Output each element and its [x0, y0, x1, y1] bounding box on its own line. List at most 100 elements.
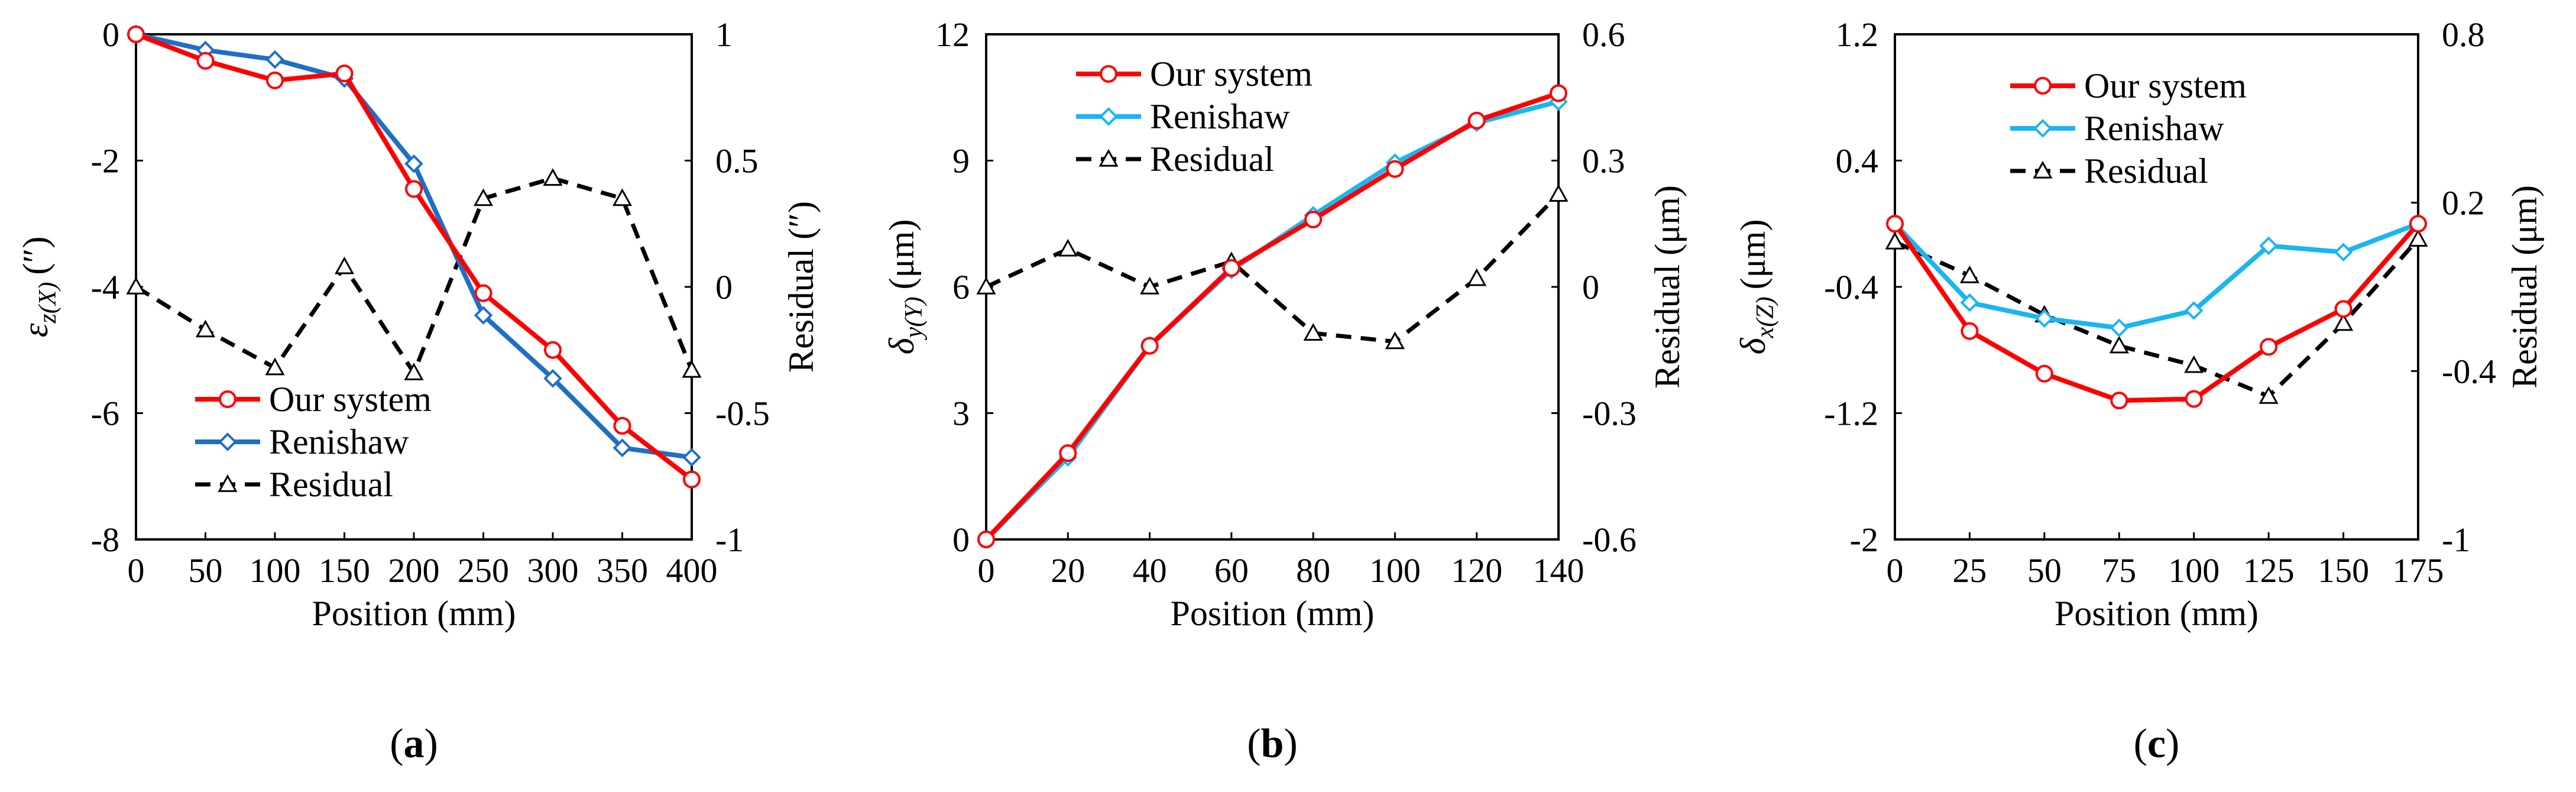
- y2-tick-label: 1: [715, 15, 733, 54]
- data-point: [2185, 390, 2203, 408]
- panel-label: (b): [1247, 721, 1298, 767]
- y2-tick-label: -1: [715, 521, 744, 559]
- y-tick-label: -4: [91, 268, 119, 306]
- legend-marker: [218, 432, 237, 451]
- y-tick-label: 0: [952, 521, 970, 559]
- y-tick-label: -1.2: [1824, 395, 1878, 433]
- data-point: [683, 470, 701, 489]
- data-point: [2409, 215, 2427, 233]
- x-tick-label: 350: [597, 551, 648, 590]
- x-tick-label: 100: [1369, 551, 1421, 590]
- data-point: [2259, 386, 2279, 404]
- x-tick-label: 100: [250, 551, 301, 590]
- y-tick-label: 3: [952, 395, 970, 433]
- data-point: [2035, 364, 2053, 383]
- x-tick-label: 50: [189, 551, 223, 590]
- x-tick-label: 60: [1214, 551, 1249, 590]
- data-point: [976, 276, 996, 295]
- y2-tick-label: 0.5: [715, 142, 759, 180]
- x-tick-label: 25: [1952, 551, 1987, 590]
- y2-tick-label: -0.4: [2442, 352, 2496, 390]
- y2-axis-label: Residual (μm): [2505, 185, 2544, 389]
- data-point: [2035, 309, 2054, 328]
- data-point: [544, 341, 562, 359]
- x-tick-label: 200: [388, 551, 440, 590]
- legend-marker: [2033, 160, 2053, 179]
- x-tick-label: 50: [2027, 551, 2062, 590]
- x-tick-label: 150: [319, 551, 370, 590]
- y-axis-label: εz(X) (″): [16, 237, 61, 338]
- y-tick-label: 1.2: [1836, 15, 1879, 54]
- data-point: [474, 306, 493, 325]
- y2-tick-label: -1: [2442, 521, 2470, 559]
- legend: Our system Renishaw Residual: [1076, 54, 1313, 179]
- series-line: [1893, 222, 2421, 403]
- x-tick-label: 300: [527, 551, 579, 590]
- chart-panel-1: 0 50 100 150 200 250 300 350 400 0 -2 -4 -6 -8 1 0.5 0 -0…: [16, 15, 821, 767]
- x-axis-label: Position (mm): [312, 594, 516, 633]
- x-tick-label: 0: [978, 551, 995, 590]
- data-point: [543, 168, 563, 186]
- data-point: [1059, 444, 1077, 463]
- panel-label: (c): [2134, 721, 2180, 767]
- y2-tick-label: 0.6: [1582, 15, 1625, 54]
- data-point: [404, 154, 423, 173]
- series-line: [1894, 238, 2420, 399]
- series-line: [1893, 221, 2419, 331]
- legend-label: Our system: [2084, 66, 2247, 105]
- series-line: [985, 192, 1560, 344]
- y-tick-label: -2: [91, 142, 119, 180]
- data-point: [977, 531, 995, 548]
- y-tick-label: 0.4: [1836, 142, 1879, 180]
- legend-label: Renishaw: [1150, 97, 1290, 136]
- x-tick-label: 125: [2243, 551, 2295, 590]
- series-residual: [1885, 229, 2428, 404]
- x-tick-label: 175: [2393, 551, 2444, 590]
- data-point: [1550, 84, 1567, 102]
- data-point: [1140, 337, 1159, 355]
- data-point: [474, 284, 492, 302]
- x-tick-label: 250: [458, 551, 509, 590]
- data-point: [2259, 236, 2278, 256]
- data-point: [613, 438, 632, 458]
- legend-marker: [1099, 107, 1118, 126]
- y-axis-label-subscript: y(Y): [900, 296, 928, 340]
- data-point: [1140, 276, 1160, 295]
- y-tick-label: 6: [952, 268, 970, 306]
- y2-tick-label: 0.2: [2442, 184, 2485, 222]
- data-point: [2109, 335, 2129, 354]
- series-line: [984, 90, 1560, 541]
- x-tick-label: 400: [666, 551, 718, 590]
- y2-tick-label: 0: [715, 268, 733, 306]
- data-point: [335, 64, 354, 83]
- y-tick-label: -2: [1850, 521, 1878, 559]
- series-our-system: [977, 84, 1567, 548]
- y-tick-label: 0: [102, 15, 119, 54]
- y2-axis-label: Residual (″): [782, 201, 821, 373]
- data-point: [473, 188, 494, 206]
- data-point: [265, 50, 284, 69]
- data-point: [1961, 322, 1979, 340]
- legend-label: Our system: [269, 380, 432, 419]
- legend-label: Our system: [1150, 54, 1313, 93]
- data-point: [682, 360, 702, 378]
- series-residual: [126, 168, 702, 380]
- y-axis-label-symbol: ε: [16, 323, 55, 337]
- y-tick-label: -8: [91, 521, 119, 559]
- data-point: [1385, 331, 1405, 350]
- data-point: [2260, 338, 2278, 356]
- legend-marker: [2033, 119, 2052, 138]
- plot-frame: [135, 33, 693, 541]
- legend-label: Residual: [269, 465, 393, 504]
- y-axis-label-subscript: x(Z): [1752, 296, 1779, 338]
- y2-tick-label: -0.5: [715, 395, 770, 433]
- y-tick-label: 9: [952, 142, 970, 180]
- data-point: [1058, 238, 1078, 257]
- y-axis-label-symbol: δ: [882, 337, 921, 354]
- data-point: [682, 448, 701, 467]
- x-tick-label: 150: [2318, 551, 2369, 590]
- x-tick-label: 0: [1887, 551, 1904, 590]
- data-point: [126, 276, 146, 295]
- data-point: [1304, 211, 1323, 229]
